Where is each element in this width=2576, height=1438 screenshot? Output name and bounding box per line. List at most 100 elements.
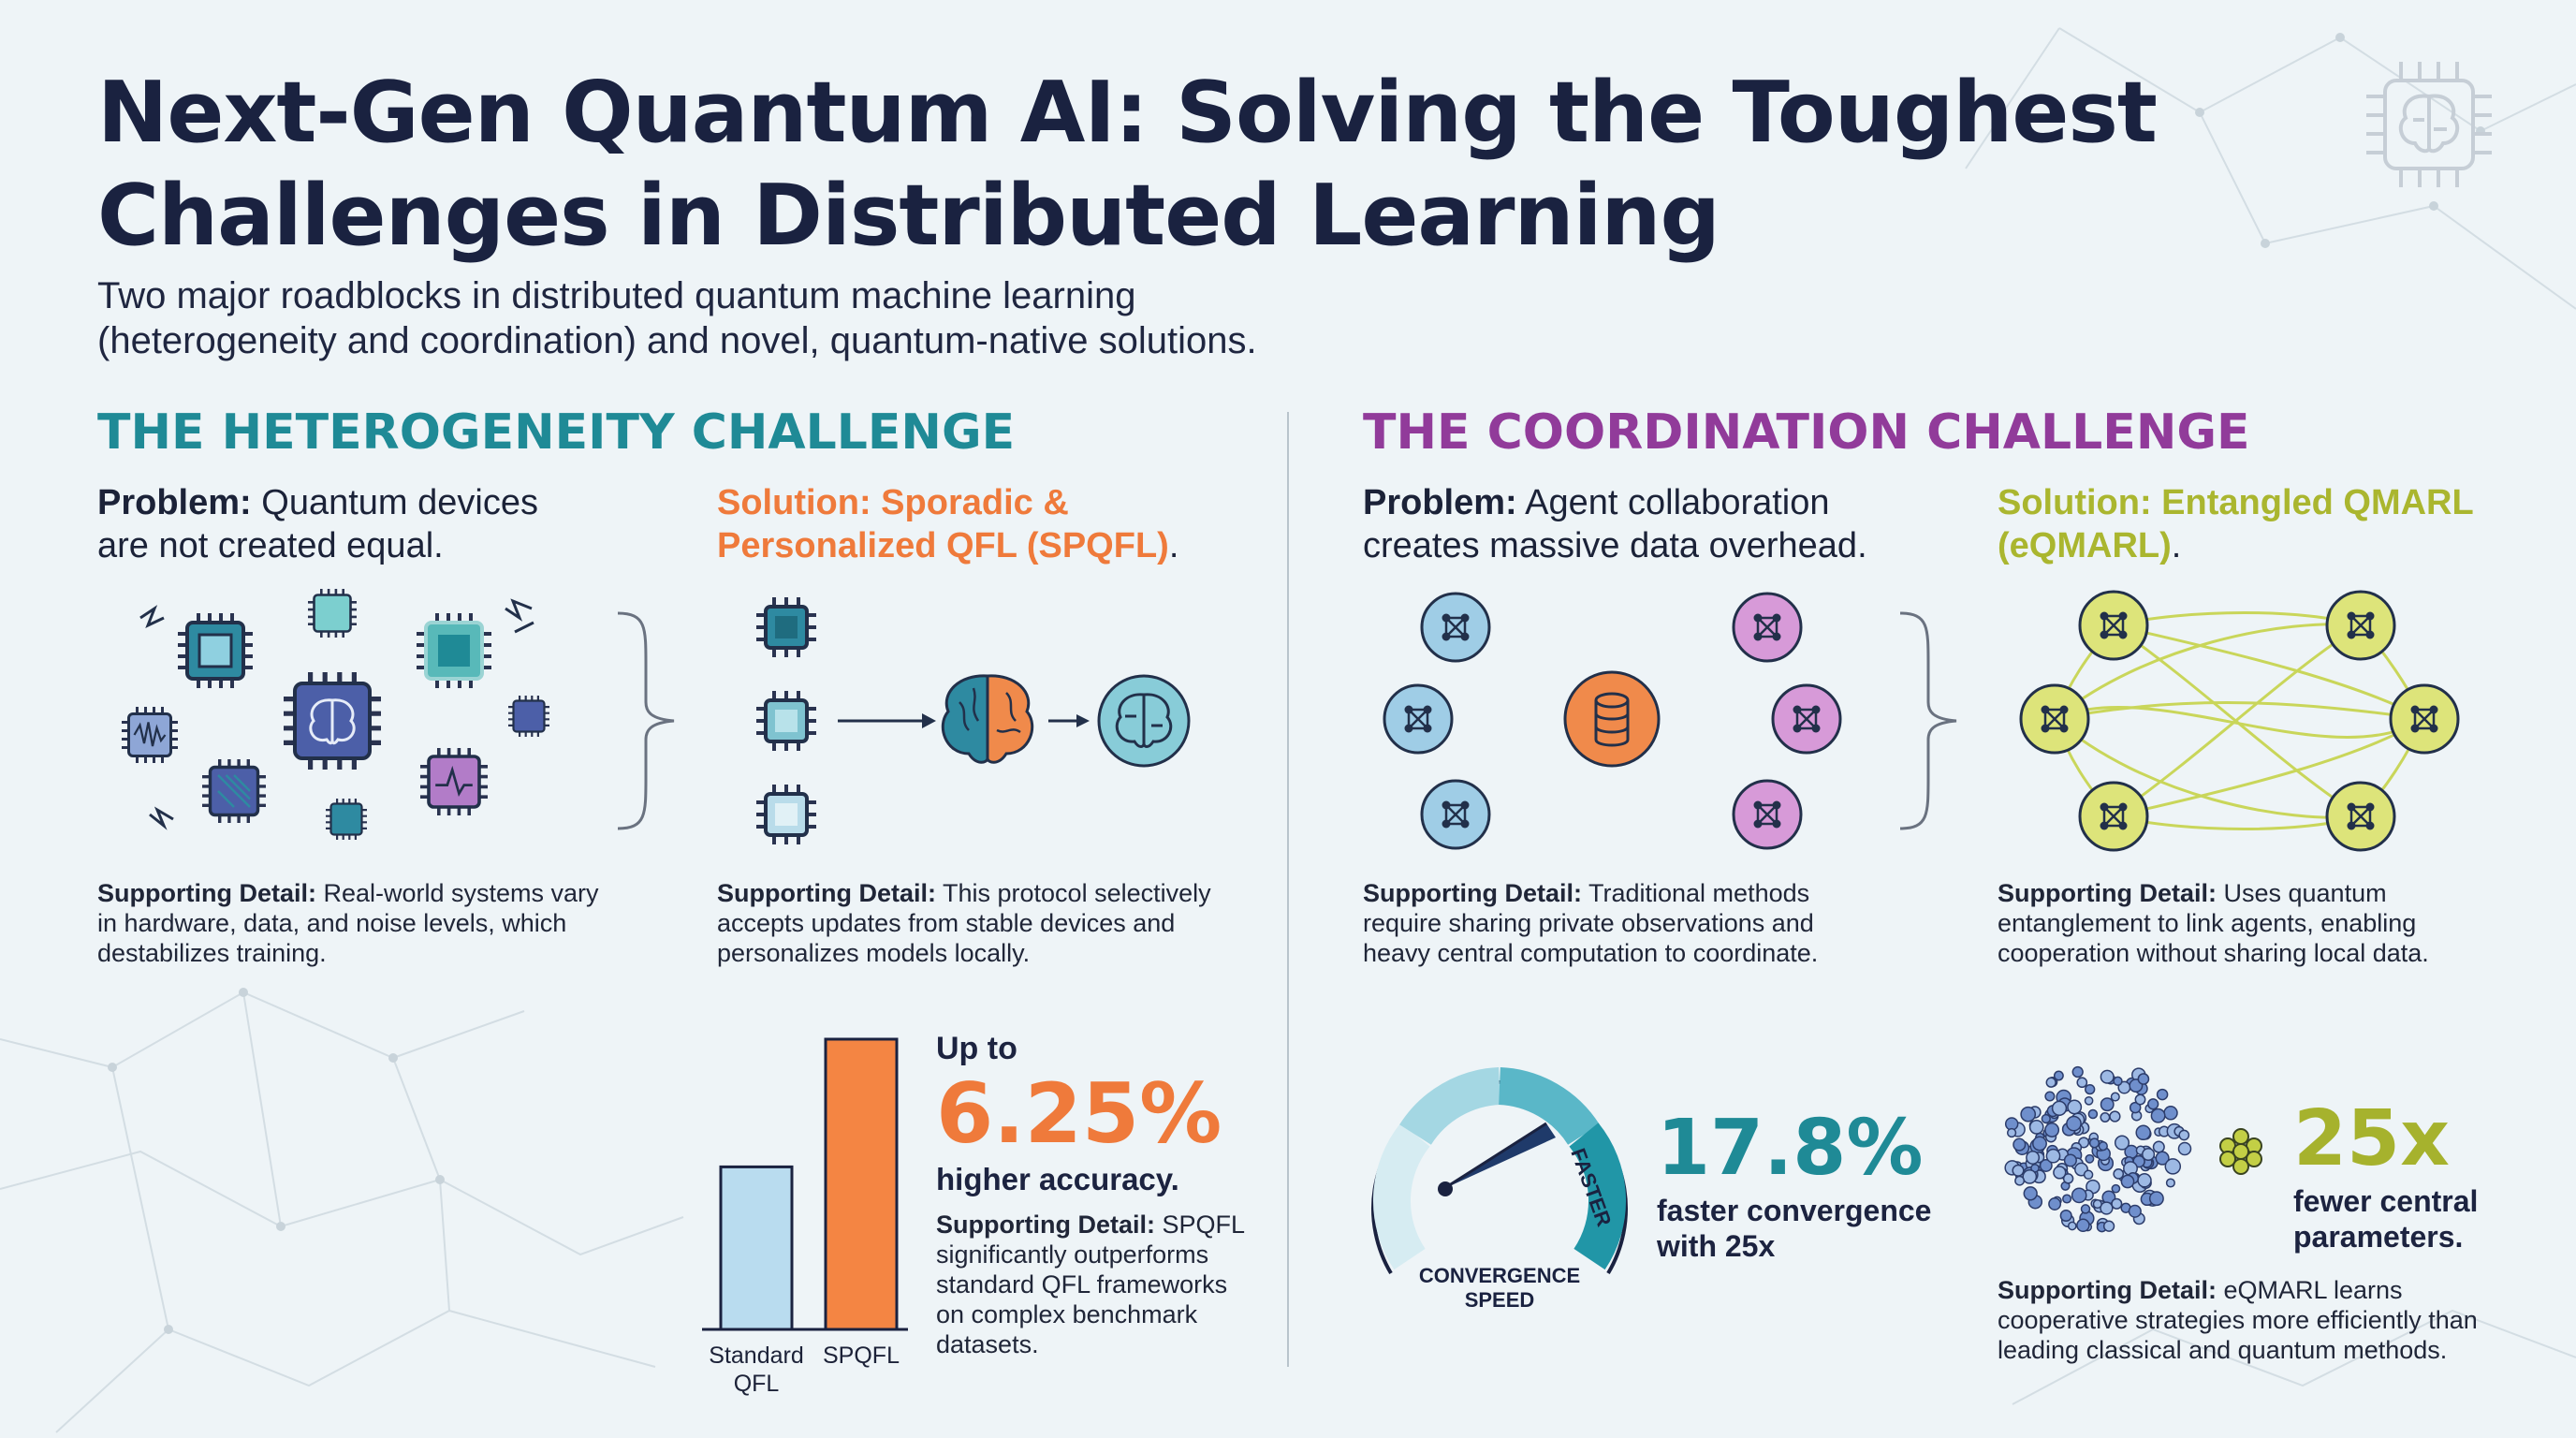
bracket-icon bbox=[617, 611, 675, 830]
parameter-dot bbox=[2023, 1186, 2038, 1201]
detail-text: heavy central computation to coordinate. bbox=[1363, 939, 1819, 967]
parameter-dot bbox=[2113, 1168, 2125, 1180]
coordination-title: THE COORDINATION CHALLENGE bbox=[1363, 404, 2250, 461]
parameter-dot bbox=[2085, 1153, 2095, 1164]
bar-0 bbox=[719, 1165, 794, 1331]
heterogeneity-problem: Problem: Quantum devices are not created… bbox=[97, 481, 622, 567]
parameter-dot bbox=[2102, 1220, 2115, 1232]
node-network-icon bbox=[1771, 683, 1842, 755]
chip-icon bbox=[120, 705, 180, 765]
chip-icon bbox=[176, 611, 255, 690]
eqmarl-solution: Solution: Entangled QMARL (eQMARL). bbox=[1998, 481, 2559, 567]
parameter-dot bbox=[2135, 1124, 2151, 1141]
parameter-dot bbox=[2155, 1151, 2170, 1166]
parameter-dot bbox=[2120, 1174, 2135, 1189]
parameter-dot bbox=[2076, 1218, 2090, 1233]
parameter-dot bbox=[2114, 1135, 2130, 1151]
parameter-dot bbox=[2071, 1065, 2084, 1078]
brain-chip-icon bbox=[2366, 62, 2492, 187]
bar-label: QFL bbox=[734, 1371, 780, 1397]
parameter-dot bbox=[2098, 1141, 2108, 1152]
detail-text: accepts updates from stable devices and bbox=[717, 909, 1176, 937]
parameter-dot bbox=[2111, 1183, 2121, 1194]
coordination-problem: Problem: Agent collaboration creates mas… bbox=[1363, 481, 1962, 567]
entanglement-illustration bbox=[2019, 590, 2460, 852]
parameter-dot bbox=[2014, 1175, 2026, 1186]
detail-label: Supporting Detail: bbox=[97, 879, 316, 907]
chip-icon bbox=[324, 797, 369, 842]
central-coordination-illustration bbox=[1383, 592, 1842, 850]
parameter-dot bbox=[2177, 1141, 2192, 1156]
detail-text: cooperative strategies more efficiently … bbox=[1998, 1306, 2478, 1334]
parameter-dot bbox=[2134, 1093, 2146, 1106]
node-network-icon bbox=[2019, 683, 2090, 755]
section-divider bbox=[1287, 412, 1289, 1367]
parameter-dot bbox=[2100, 1069, 2115, 1084]
parameter-dot bbox=[2067, 1221, 2077, 1231]
parameter-dot bbox=[2045, 1077, 2056, 1088]
parameter-dot bbox=[2062, 1194, 2072, 1204]
solution-text: (eQMARL) bbox=[1998, 526, 2172, 565]
parameter-dot bbox=[2076, 1077, 2088, 1089]
node-network-icon bbox=[2325, 781, 2396, 852]
stat-text: parameters. bbox=[2293, 1220, 2464, 1254]
detail-text: SPQFL bbox=[1154, 1211, 1246, 1239]
parameter-dot bbox=[2067, 1099, 2083, 1115]
parameter-dot bbox=[2085, 1083, 2096, 1095]
spqfl-solution: Solution: Sporadic & Personalized QFL (S… bbox=[717, 481, 1241, 567]
brain-icon bbox=[941, 674, 1034, 764]
chip-icon bbox=[754, 595, 818, 659]
parameter-dot bbox=[2152, 1140, 2165, 1153]
detail-text: datasets. bbox=[936, 1330, 1039, 1358]
subtitle-line-1: Two major roadblocks in distributed quan… bbox=[97, 275, 1136, 316]
parameter-dot bbox=[2071, 1187, 2087, 1204]
brain-icon bbox=[1097, 674, 1191, 768]
problem-label: Problem: bbox=[97, 483, 252, 522]
parameter-dot bbox=[2110, 1092, 2120, 1102]
parameter-cluster-icon bbox=[2004, 1065, 2192, 1233]
node-network-icon bbox=[1732, 779, 1803, 850]
detail-label: Supporting Detail: bbox=[1363, 879, 1582, 907]
node-network-icon bbox=[2078, 781, 2149, 852]
spqfl-stat-detail: Supporting Detail: SPQFL significantly o… bbox=[936, 1210, 1273, 1359]
parameter-dot bbox=[2080, 1204, 2091, 1214]
gauge-label: CONVERGENCE bbox=[1419, 1264, 1580, 1287]
parameter-dot bbox=[2113, 1076, 2123, 1086]
parameter-dot bbox=[2028, 1120, 2044, 1135]
stat-prefix: Up to bbox=[936, 1031, 1017, 1066]
node-network-icon bbox=[1420, 779, 1491, 850]
parameter-dot bbox=[2026, 1151, 2041, 1165]
detail-text: entanglement to link agents, enabling bbox=[1998, 909, 2417, 937]
parameter-dot bbox=[2092, 1199, 2102, 1210]
parameter-dot bbox=[2164, 1158, 2182, 1175]
parameter-dot bbox=[2088, 1137, 2100, 1149]
stat-value: 17.8% bbox=[1657, 1104, 1924, 1193]
parameter-dot bbox=[2100, 1112, 2111, 1123]
parameter-dot bbox=[2148, 1191, 2164, 1207]
solution-text: Personalized QFL (SPQFL) bbox=[717, 526, 1169, 565]
detail-text: leading classical and quantum methods. bbox=[1998, 1336, 2448, 1364]
parameter-dot bbox=[2044, 1123, 2060, 1137]
parameter-dot bbox=[2178, 1129, 2190, 1141]
solution-period: . bbox=[1168, 526, 1179, 565]
stat-text: fewer central bbox=[2293, 1184, 2479, 1218]
parameter-dot bbox=[2044, 1091, 2056, 1102]
parameter-dot bbox=[2087, 1108, 2099, 1120]
title-line-1: Next-Gen Quantum AI: Solving the Toughes… bbox=[97, 64, 2158, 162]
problem-label: Problem: bbox=[1363, 483, 1517, 522]
parameter-dot bbox=[2066, 1115, 2082, 1132]
parameter-dot bbox=[2137, 1173, 2152, 1188]
parameter-dot bbox=[2129, 1101, 2142, 1114]
chip-icon bbox=[754, 783, 818, 846]
parameter-dot bbox=[2053, 1166, 2067, 1180]
parameter-dot bbox=[2063, 1153, 2077, 1167]
stat-text: with 25x bbox=[1657, 1229, 1776, 1263]
detail-text: Real-world systems vary bbox=[315, 879, 599, 907]
heterogeneity-title: THE HETEROGENEITY CHALLENGE bbox=[97, 404, 1016, 461]
gauge-label: SPEED bbox=[1465, 1288, 1535, 1312]
database-icon bbox=[1563, 670, 1661, 768]
problem-text: Agent collaboration bbox=[1516, 483, 1830, 522]
node-network-icon bbox=[2389, 683, 2460, 755]
